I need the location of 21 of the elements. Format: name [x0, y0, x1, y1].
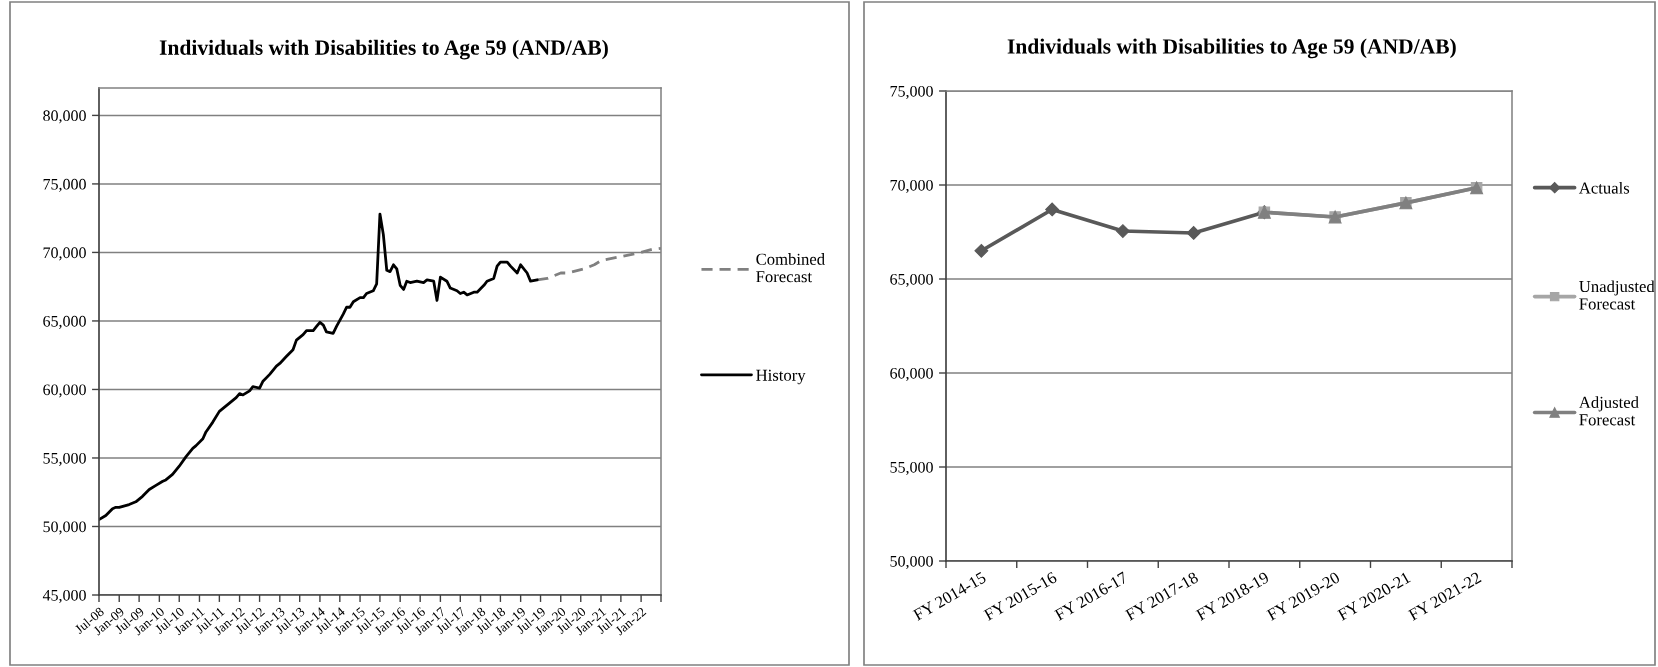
y-tick-label: 60,000 — [43, 384, 86, 398]
legend-label: Adjusted Forecast — [1578, 396, 1639, 426]
y-tick-label: 45,000 — [42, 589, 86, 603]
chart-title: Individuals with Disabilities to Age 59 (AND/AB) — [159, 39, 608, 60]
y-tick-label: 50,000 — [43, 521, 86, 535]
y-tick-label: 65,000 — [43, 315, 86, 329]
y-tick-label: 70,000 — [43, 247, 86, 261]
y-tick-label: 70,000 — [890, 179, 933, 193]
y-tick-label: 75,000 — [43, 178, 86, 192]
legend-label: Unadjusted Forecast — [1579, 280, 1655, 310]
chart-title: Individuals with Disabilities to Age 59 (AND/AB) — [1007, 38, 1456, 59]
y-tick-label: 75,000 — [890, 85, 933, 99]
y-tick-label: 65,000 — [890, 273, 933, 287]
y-tick-label: 80,000 — [43, 110, 86, 124]
legend-label: Combined Forecast — [756, 253, 825, 283]
y-tick-label: 55,000 — [890, 461, 933, 475]
y-tick-label: 60,000 — [890, 367, 933, 381]
legend-label: History — [756, 369, 806, 385]
legend-label: Actuals — [1578, 181, 1630, 194]
y-tick-label: 50,000 — [890, 555, 933, 569]
y-tick-label: 55,000 — [43, 452, 86, 466]
